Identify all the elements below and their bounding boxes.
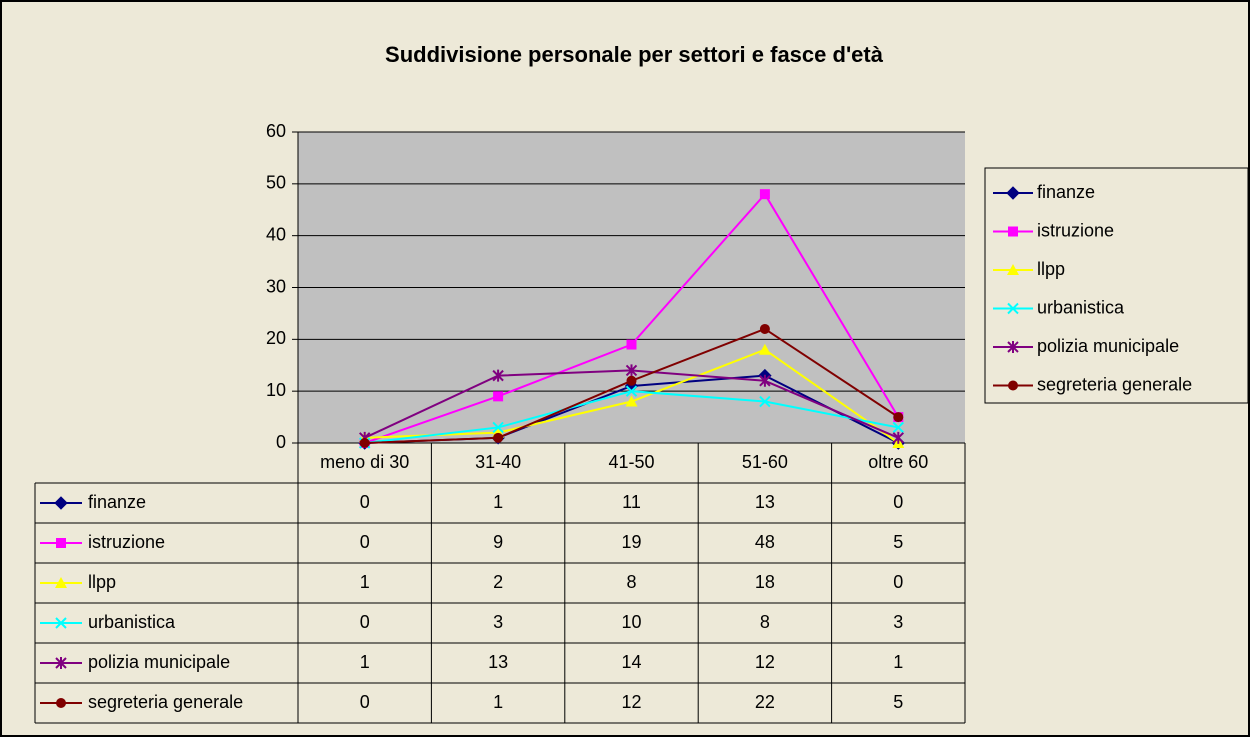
table-cell: 1 [360, 652, 370, 672]
table-row-label: urbanistica [88, 612, 176, 632]
marker [758, 343, 771, 355]
marker [625, 385, 638, 397]
table-cell: 12 [755, 652, 775, 672]
y-tick-label: 30 [266, 276, 286, 296]
legend-label: istruzione [1037, 220, 1114, 240]
marker [55, 577, 67, 588]
table-cell: 0 [360, 692, 370, 712]
table-cell: 3 [893, 612, 903, 632]
table-cell: 0 [360, 532, 370, 552]
marker [625, 395, 638, 407]
x-tick-label: oltre 60 [868, 452, 928, 472]
marker [759, 374, 771, 387]
marker [493, 432, 504, 443]
legend-label: llpp [1037, 259, 1065, 279]
marker [492, 369, 504, 382]
table-row-label: finanze [88, 492, 146, 512]
marker [492, 421, 504, 434]
table-cell: 9 [493, 532, 503, 552]
marker [1007, 341, 1019, 353]
table-cell: 12 [621, 692, 641, 712]
table-cell: 2 [493, 572, 503, 592]
y-tick-label: 20 [266, 328, 286, 348]
marker [1008, 380, 1018, 391]
marker [759, 189, 770, 200]
y-tick-label: 60 [266, 121, 286, 141]
table-cell: 13 [755, 492, 775, 512]
table-cell: 19 [621, 532, 641, 552]
table-cell: 0 [360, 492, 370, 512]
marker [55, 657, 67, 669]
table-cell: 5 [893, 532, 903, 552]
legend-box [984, 167, 1249, 404]
table-row-label: istruzione [88, 532, 165, 552]
table-row-label: polizia municipale [88, 652, 230, 672]
marker [759, 395, 771, 408]
table-cell: 0 [893, 492, 903, 512]
marker [1007, 302, 1019, 315]
marker [1007, 264, 1019, 275]
table-cell: 1 [493, 692, 503, 712]
marker [892, 421, 905, 434]
marker [1008, 226, 1018, 237]
table-cell: 10 [621, 612, 641, 632]
marker [54, 496, 68, 510]
marker [893, 412, 904, 423]
table-cell: 11 [622, 492, 641, 512]
x-tick-label: meno di 30 [320, 452, 409, 472]
marker [493, 391, 504, 402]
x-tick-label: 41-50 [608, 452, 654, 472]
table-cell: 8 [760, 612, 770, 632]
legend-label: segreteria generale [1037, 374, 1192, 394]
x-tick-label: 51-60 [742, 452, 788, 472]
y-tick-label: 10 [266, 380, 286, 400]
table-cell: 8 [626, 572, 636, 592]
table-cell: 1 [893, 652, 903, 672]
y-tick-label: 50 [266, 173, 286, 193]
table-cell: 13 [488, 652, 508, 672]
table-cell: 3 [493, 612, 503, 632]
table-row-label: segreteria generale [88, 692, 243, 712]
y-tick-label: 0 [276, 432, 286, 452]
table-cell: 14 [621, 652, 641, 672]
marker [1006, 186, 1020, 200]
marker [892, 431, 905, 444]
table-cell: 1 [360, 572, 370, 592]
table-cell: 0 [893, 572, 903, 592]
table-cell: 18 [755, 572, 775, 592]
chart-title: Suddivisione personale per settori e fas… [385, 42, 884, 67]
y-tick-label: 40 [266, 224, 286, 244]
legend-label: urbanistica [1037, 297, 1125, 317]
marker [56, 698, 66, 708]
marker [626, 375, 637, 386]
legend-label: polizia municipale [1037, 336, 1179, 356]
legend-label: finanze [1037, 182, 1095, 202]
table-cell: 48 [755, 532, 775, 552]
marker [359, 438, 370, 448]
table-cell: 5 [893, 692, 903, 712]
x-tick-label: 31-40 [475, 452, 521, 472]
table-cell: 0 [360, 612, 370, 632]
marker [626, 339, 637, 350]
marker [56, 538, 66, 548]
marker [625, 364, 638, 377]
table-row-label: llpp [88, 572, 116, 592]
marker [759, 323, 770, 334]
marker [55, 617, 67, 629]
table-cell: 22 [755, 692, 775, 712]
table-cell: 1 [493, 492, 503, 512]
